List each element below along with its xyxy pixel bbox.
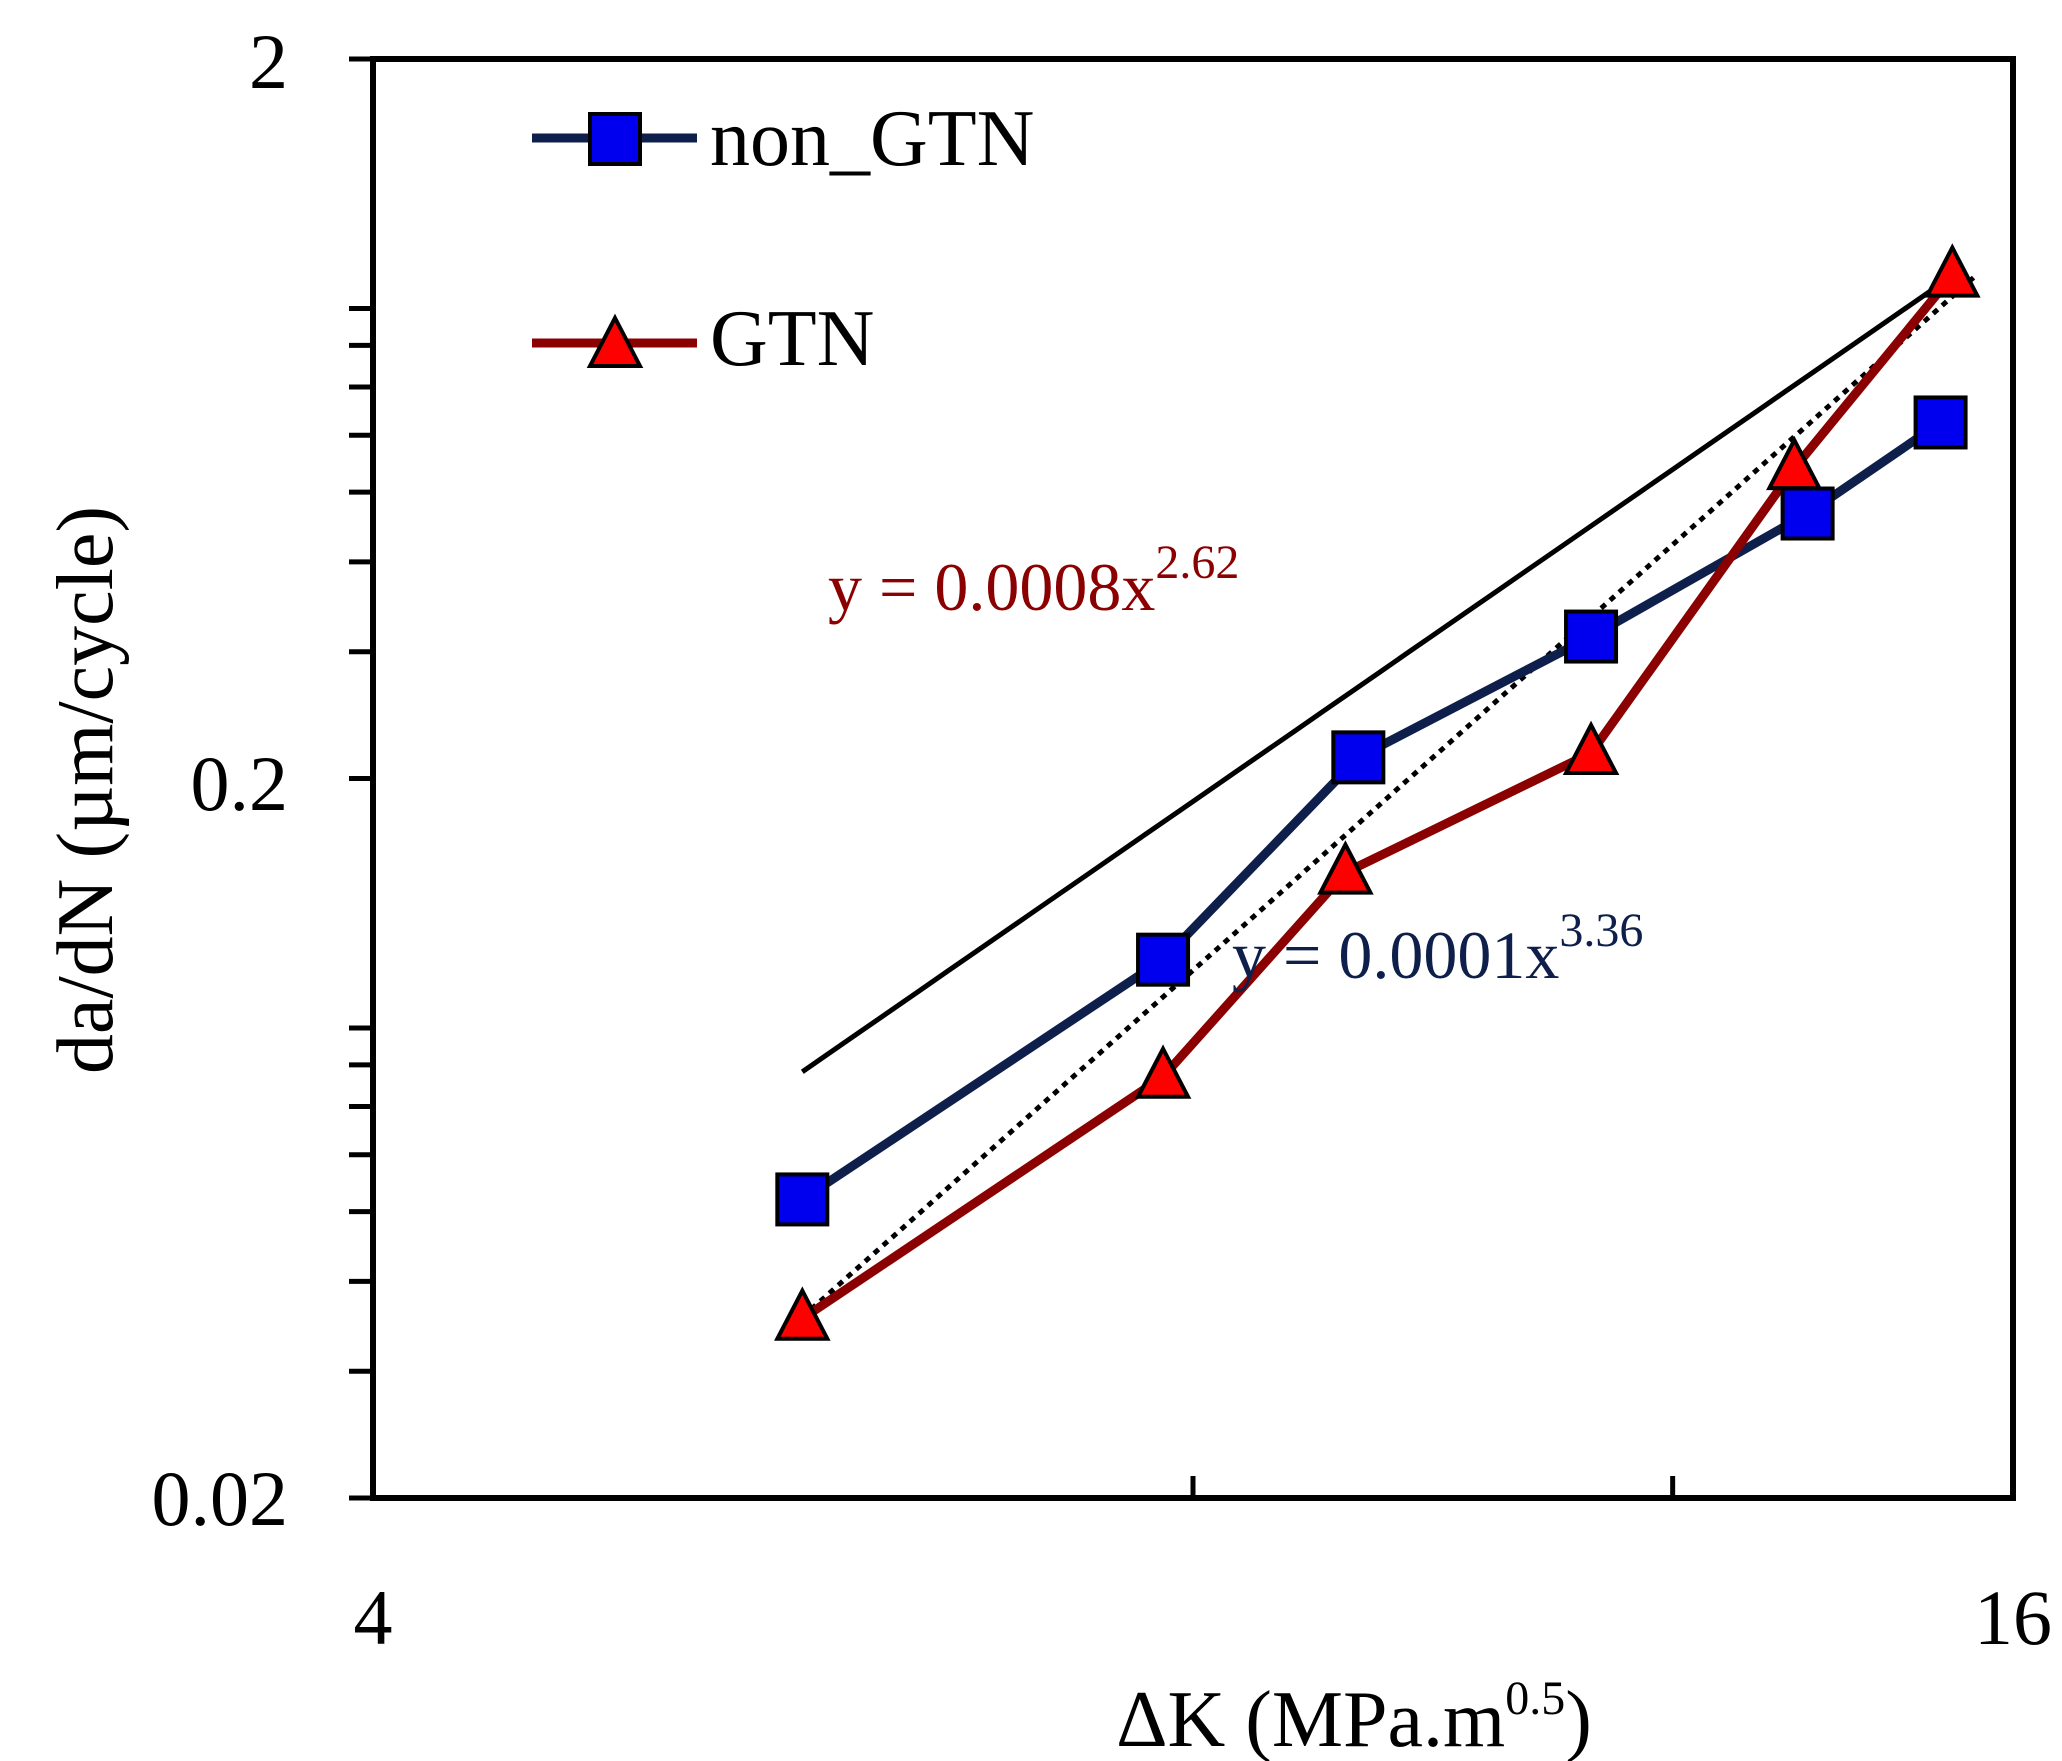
plot-frame <box>370 56 2016 1501</box>
data-point-gtn-5 <box>1924 243 1981 298</box>
data-point-non-gtn-3 <box>1564 609 1619 664</box>
equation-non-gtn: y = 0.0001x3.36 <box>1232 904 1643 993</box>
x-axis-ticks <box>1190 1476 1676 1498</box>
data-point-non-gtn-4 <box>1780 486 1835 541</box>
legend-marker-non-gtn <box>588 112 642 166</box>
series-line-gtn <box>799 272 1956 1323</box>
x-tick-label-4: 4 <box>354 1574 393 1661</box>
data-point-gtn-3 <box>1562 720 1620 776</box>
series-group <box>774 243 1981 1341</box>
data-point-non-gtn-0 <box>775 1172 830 1227</box>
legend-label-non-gtn: non_GTN <box>710 95 1034 183</box>
data-point-non-gtn-1 <box>1136 932 1191 987</box>
data-point-gtn-0 <box>774 1286 831 1341</box>
trendlines <box>800 268 1978 1319</box>
x-tick-label-16: 16 <box>1974 1574 2052 1661</box>
y-axis-ticks <box>349 56 373 1501</box>
data-point-gtn-2 <box>1317 840 1374 895</box>
y-tick-label-2: 2 <box>249 18 288 105</box>
y-tick-label-0.2: 0.2 <box>191 740 289 827</box>
legend-label-gtn: GTN <box>710 295 874 383</box>
trendline-gtn <box>800 268 1962 1074</box>
data-point-non-gtn-5 <box>1913 395 1968 450</box>
legend: non_GTN GTN <box>532 95 1034 383</box>
trendline-non-gtn <box>800 274 1978 1319</box>
data-point-gtn-1 <box>1134 1044 1192 1099</box>
legend-marker-gtn <box>586 313 644 368</box>
y-axis-label: da/dN (µm/cycle) <box>42 506 130 1074</box>
equation-gtn: y = 0.0008x2.62 <box>828 536 1239 625</box>
data-point-gtn-4 <box>1766 435 1823 491</box>
y-tick-label-0.02: 0.02 <box>152 1455 289 1542</box>
data-point-non-gtn-2 <box>1331 730 1386 785</box>
x-axis-label: ΔK (MPa.m0.5) <box>1116 1672 1592 1761</box>
